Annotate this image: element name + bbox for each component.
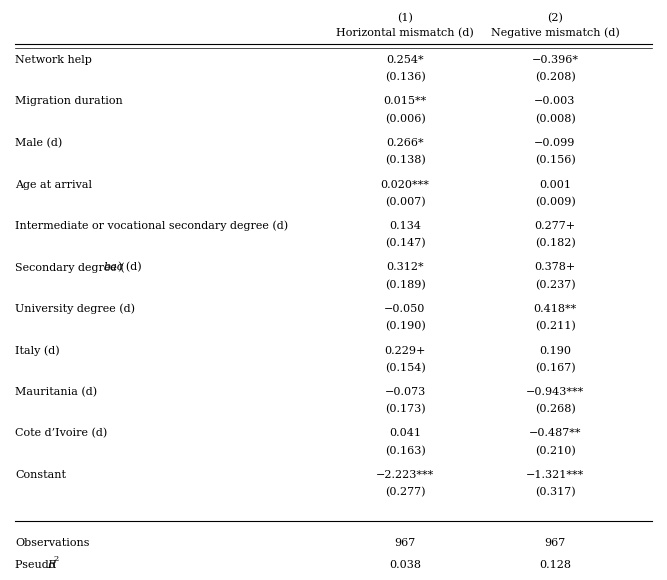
- Text: (0.008): (0.008): [535, 114, 576, 124]
- Text: Italy (d): Italy (d): [15, 345, 59, 356]
- Text: (0.167): (0.167): [535, 363, 576, 373]
- Text: 967: 967: [544, 538, 566, 549]
- Text: (0.190): (0.190): [385, 321, 426, 332]
- Text: Negative mismatch (d): Negative mismatch (d): [491, 28, 620, 38]
- Text: 0.190: 0.190: [539, 346, 571, 356]
- Text: Mauritania (d): Mauritania (d): [15, 387, 97, 397]
- Text: Intermediate or vocational secondary degree (d): Intermediate or vocational secondary deg…: [15, 221, 288, 231]
- Text: (0.173): (0.173): [385, 404, 426, 415]
- Text: 0.266*: 0.266*: [386, 138, 424, 148]
- Text: Age at arrival: Age at arrival: [15, 179, 92, 190]
- Text: Constant: Constant: [15, 470, 66, 480]
- Text: Male (d): Male (d): [15, 138, 62, 148]
- Text: (0.138): (0.138): [385, 155, 426, 166]
- Text: 0.378+: 0.378+: [534, 263, 576, 273]
- Text: ) (d): ) (d): [118, 262, 141, 273]
- Text: (0.156): (0.156): [535, 155, 576, 166]
- Text: (0.182): (0.182): [535, 238, 576, 249]
- Text: (0.009): (0.009): [535, 197, 576, 207]
- Text: −0.073: −0.073: [384, 387, 426, 397]
- Text: (0.208): (0.208): [535, 72, 576, 83]
- Text: 0.254*: 0.254*: [386, 55, 424, 65]
- Text: 0.277+: 0.277+: [534, 221, 576, 231]
- Text: 0.020***: 0.020***: [381, 179, 430, 190]
- Text: −0.003: −0.003: [534, 96, 576, 107]
- Text: (0.210): (0.210): [535, 446, 576, 456]
- Text: Secondary degree (: Secondary degree (: [15, 262, 125, 273]
- Text: (0.317): (0.317): [535, 487, 576, 498]
- Text: Migration duration: Migration duration: [15, 96, 123, 107]
- Text: (0.163): (0.163): [385, 446, 426, 456]
- Text: (0.277): (0.277): [385, 487, 426, 498]
- Text: (0.147): (0.147): [385, 238, 426, 249]
- Text: 0.001: 0.001: [539, 179, 571, 190]
- Text: −0.050: −0.050: [384, 304, 426, 314]
- Text: Network help: Network help: [15, 55, 92, 65]
- Text: 0.041: 0.041: [389, 429, 421, 438]
- Text: bac: bac: [103, 263, 123, 273]
- Text: (0.189): (0.189): [385, 280, 426, 290]
- Text: (0.237): (0.237): [535, 280, 576, 290]
- Text: 0.229+: 0.229+: [384, 346, 426, 356]
- Text: Pseudo: Pseudo: [15, 560, 59, 571]
- Text: University degree (d): University degree (d): [15, 304, 135, 314]
- Text: −0.396*: −0.396*: [532, 55, 578, 65]
- Text: −0.943***: −0.943***: [526, 387, 584, 397]
- Text: 0.134: 0.134: [389, 221, 421, 231]
- Text: (0.006): (0.006): [385, 114, 426, 124]
- Text: (0.154): (0.154): [385, 363, 426, 373]
- Text: (1): (1): [397, 13, 413, 23]
- Text: R: R: [47, 560, 56, 571]
- Text: −2.223***: −2.223***: [376, 470, 434, 480]
- Text: 0.015**: 0.015**: [384, 96, 427, 107]
- Text: −0.487**: −0.487**: [529, 429, 581, 438]
- Text: (0.007): (0.007): [385, 197, 426, 207]
- Text: −1.321***: −1.321***: [526, 470, 584, 480]
- Text: Horizontal mismatch (d): Horizontal mismatch (d): [336, 28, 474, 38]
- Text: (0.268): (0.268): [535, 404, 576, 415]
- Text: (0.211): (0.211): [535, 321, 576, 332]
- Text: 0.418**: 0.418**: [534, 304, 577, 314]
- Text: (0.136): (0.136): [385, 72, 426, 83]
- Text: 2: 2: [54, 555, 59, 563]
- Text: Observations: Observations: [15, 538, 89, 549]
- Text: Cote d’Ivoire (d): Cote d’Ivoire (d): [15, 429, 107, 438]
- Text: −0.099: −0.099: [534, 138, 576, 148]
- Text: 967: 967: [394, 538, 416, 549]
- Text: 0.312*: 0.312*: [386, 263, 424, 273]
- Text: 0.038: 0.038: [389, 560, 421, 571]
- Text: 0.128: 0.128: [539, 560, 571, 571]
- Text: (2): (2): [547, 13, 563, 23]
